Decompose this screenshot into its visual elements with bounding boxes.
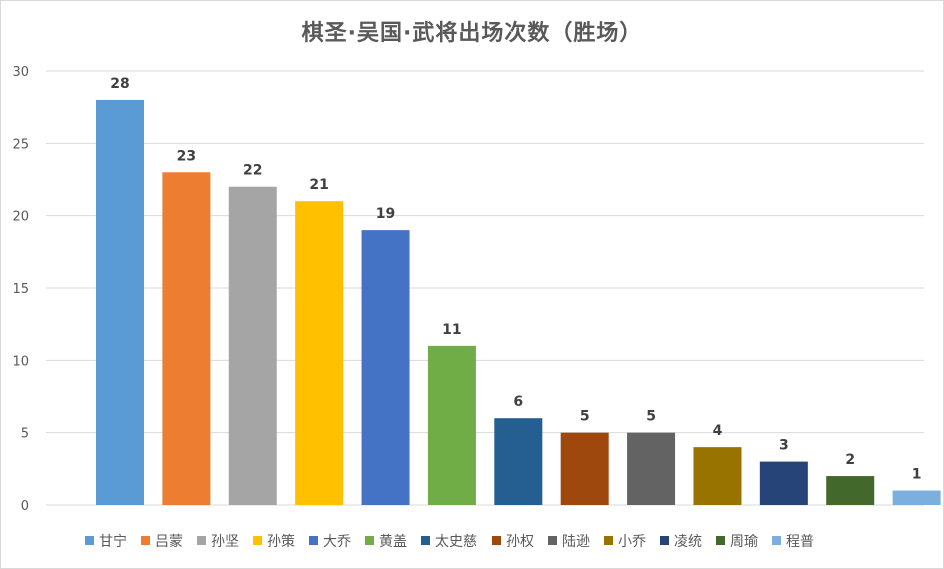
legend-entry: 孙权: [506, 534, 534, 550]
legend-swatch: [197, 536, 206, 545]
legend-entry: 程普: [786, 534, 814, 550]
legend-entry: 大乔: [323, 534, 351, 550]
y-tick-label: 20: [12, 210, 29, 225]
legend-swatch: [253, 536, 262, 545]
legend-entry: 陆逊: [562, 534, 590, 550]
chart-title: 棋圣·吴国·武将出场次数（胜场）: [301, 21, 643, 46]
legend-entry: 吕蒙: [155, 534, 183, 550]
legend-swatch: [421, 536, 430, 545]
legend-entry: 凌统: [674, 534, 702, 550]
data-label: 4: [713, 423, 723, 439]
data-label: 23: [177, 148, 196, 164]
bar-小乔: [693, 447, 742, 505]
legend-entry: 周瑜: [730, 534, 758, 550]
y-tick-label: 0: [21, 499, 29, 514]
data-label: 1: [912, 467, 922, 483]
bar-甘宁: [96, 99, 144, 505]
data-label: 28: [110, 76, 129, 92]
data-label: 2: [845, 452, 855, 468]
bar-黄盖: [427, 345, 476, 505]
legend-swatch: [660, 536, 669, 545]
y-tick-label: 15: [12, 282, 29, 297]
bar-周瑜: [826, 476, 875, 505]
legend-entry: 甘宁: [99, 533, 127, 550]
data-label: 5: [580, 409, 590, 425]
legend-swatch: [604, 536, 613, 545]
bar-陆逊: [627, 432, 676, 505]
legend-entry: 黄盖: [379, 533, 407, 550]
data-label: 22: [243, 163, 262, 179]
bar-凌统: [759, 461, 808, 505]
data-label: 21: [309, 177, 328, 193]
bar-吕蒙: [162, 172, 211, 505]
data-label: 11: [442, 322, 461, 338]
bar-程普: [892, 490, 941, 505]
y-tick-label: 25: [12, 137, 29, 152]
y-tick-label: 5: [21, 427, 29, 442]
legend-swatch: [548, 536, 557, 545]
bar-大乔: [361, 230, 410, 505]
legend-entry: 孙坚: [211, 534, 239, 550]
bar-太史慈: [494, 418, 543, 505]
legend-swatch: [716, 536, 725, 545]
data-label: 3: [779, 438, 789, 454]
legend-swatch: [85, 536, 94, 545]
bar-孙策: [295, 201, 344, 505]
legend-swatch: [365, 536, 374, 545]
bar-孙权: [560, 432, 609, 505]
data-label: 6: [513, 394, 523, 410]
data-label: 19: [376, 206, 395, 222]
legend-swatch: [772, 536, 781, 545]
legend-entry: 太史慈: [435, 534, 477, 550]
y-tick-label: 10: [12, 354, 29, 369]
legend-swatch: [492, 536, 501, 545]
data-label: 5: [646, 409, 656, 425]
legend-swatch: [141, 536, 150, 545]
legend-entry: 孙策: [267, 533, 295, 550]
y-tick-label: 30: [12, 65, 29, 80]
legend-entry: 小乔: [618, 534, 646, 550]
legend-swatch: [309, 536, 318, 545]
bar-孙坚: [228, 186, 277, 505]
